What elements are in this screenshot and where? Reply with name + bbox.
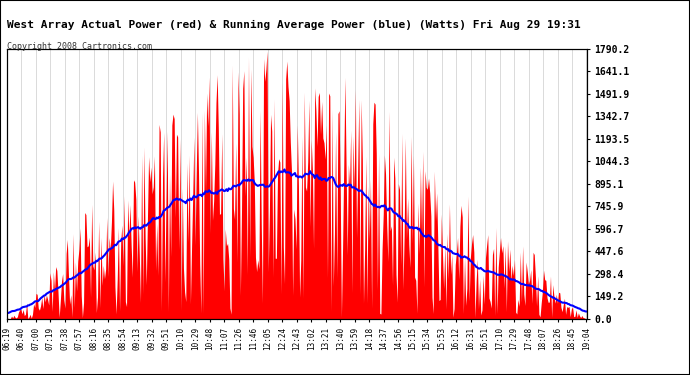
Text: West Array Actual Power (red) & Running Average Power (blue) (Watts) Fri Aug 29 : West Array Actual Power (red) & Running …	[7, 20, 581, 30]
Text: Copyright 2008 Cartronics.com: Copyright 2008 Cartronics.com	[7, 42, 152, 51]
